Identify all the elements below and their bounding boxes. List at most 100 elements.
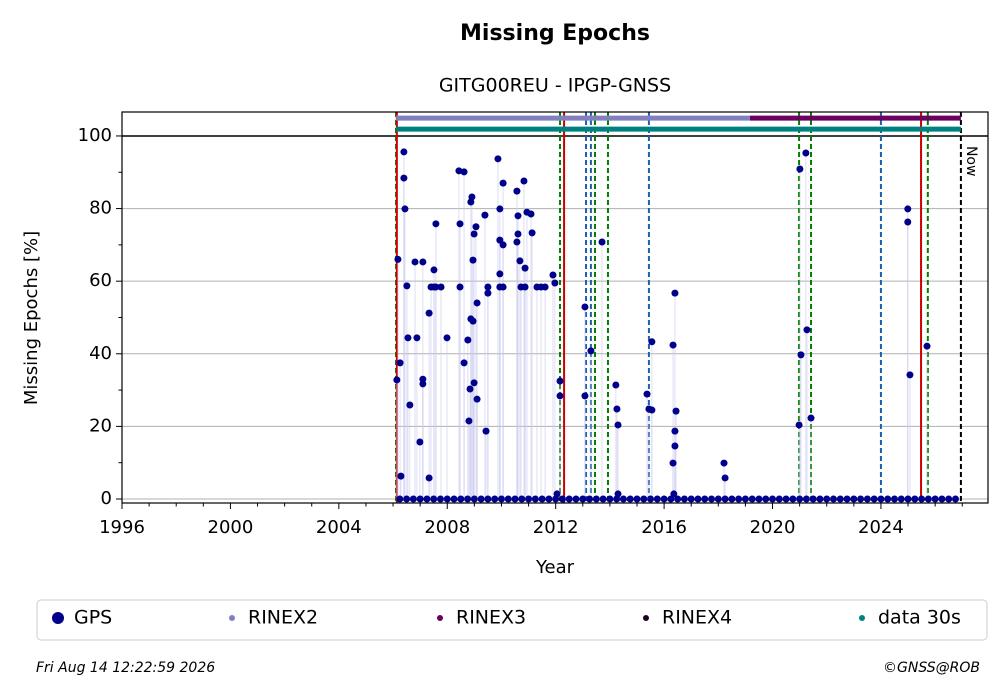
data-point bbox=[809, 495, 817, 503]
now-annotation: Now bbox=[963, 146, 979, 177]
data-point bbox=[437, 283, 445, 291]
legend-marker bbox=[859, 615, 865, 621]
data-point bbox=[401, 205, 409, 213]
data-point bbox=[513, 238, 521, 246]
x-tick-label: 2012 bbox=[533, 517, 579, 538]
data-point bbox=[400, 148, 408, 156]
data-point bbox=[409, 495, 417, 503]
data-point bbox=[430, 266, 438, 274]
legend-marker bbox=[52, 612, 64, 624]
data-point bbox=[816, 495, 824, 503]
data-point bbox=[643, 390, 651, 398]
data-point bbox=[470, 230, 478, 238]
data-point bbox=[511, 495, 519, 503]
data-point bbox=[598, 238, 606, 246]
data-point bbox=[669, 341, 677, 349]
data-point bbox=[416, 495, 424, 503]
data-point bbox=[464, 495, 472, 503]
data-point bbox=[579, 495, 587, 503]
data-point bbox=[521, 264, 529, 272]
plot-frame bbox=[121, 111, 989, 504]
data-point bbox=[481, 211, 489, 219]
y-tick-label: 100 bbox=[78, 125, 112, 146]
data-point bbox=[450, 495, 458, 503]
data-point bbox=[660, 495, 668, 503]
data-point bbox=[538, 495, 546, 503]
data-point bbox=[469, 317, 477, 325]
data-point bbox=[769, 495, 777, 503]
data-point bbox=[396, 359, 404, 367]
data-point bbox=[626, 495, 634, 503]
y-tick-label: 80 bbox=[89, 198, 112, 219]
data-point bbox=[775, 495, 783, 503]
x-tick-label: 2004 bbox=[316, 517, 362, 538]
data-point bbox=[400, 174, 408, 182]
data-point bbox=[931, 495, 939, 503]
data-point bbox=[521, 283, 529, 291]
data-point bbox=[670, 490, 678, 498]
data-point bbox=[549, 271, 557, 279]
data-point bbox=[647, 495, 655, 503]
data-point bbox=[484, 283, 492, 291]
data-point bbox=[406, 401, 414, 409]
data-point bbox=[473, 395, 481, 403]
data-point bbox=[518, 495, 526, 503]
data-point bbox=[403, 495, 411, 503]
data-point bbox=[721, 474, 729, 482]
legend-marker bbox=[437, 615, 443, 621]
data-point bbox=[565, 495, 573, 503]
data-point bbox=[482, 427, 490, 435]
x-tick-label: 2016 bbox=[641, 517, 687, 538]
x-tick-label: 2020 bbox=[750, 517, 796, 538]
data-point bbox=[748, 495, 756, 503]
data-point bbox=[494, 155, 502, 163]
data-point bbox=[499, 241, 507, 249]
data-point bbox=[514, 212, 522, 220]
footer-copyright: ©GNSS@ROB bbox=[883, 660, 980, 676]
data-point bbox=[782, 495, 790, 503]
data-point bbox=[473, 299, 481, 307]
data-point bbox=[701, 495, 709, 503]
data-point bbox=[918, 495, 926, 503]
data-point bbox=[581, 392, 589, 400]
data-point bbox=[612, 381, 620, 389]
data-point bbox=[708, 495, 716, 503]
data-point bbox=[653, 495, 661, 503]
data-point bbox=[472, 223, 480, 231]
data-point bbox=[823, 495, 831, 503]
data-point bbox=[586, 495, 594, 503]
y-tick-label: 40 bbox=[89, 343, 112, 364]
data-point bbox=[863, 495, 871, 503]
legend-label: GPS bbox=[74, 607, 112, 629]
data-point bbox=[671, 289, 679, 297]
data-point bbox=[403, 282, 411, 290]
data-point bbox=[923, 342, 931, 350]
data-point bbox=[672, 407, 680, 415]
data-point bbox=[541, 283, 549, 291]
data-point bbox=[850, 495, 858, 503]
data-point bbox=[496, 205, 504, 213]
data-point bbox=[520, 177, 528, 185]
data-point bbox=[484, 289, 492, 297]
legend-box bbox=[36, 599, 988, 641]
plot-area bbox=[122, 112, 988, 503]
data-point bbox=[945, 495, 953, 503]
chart-subtitle: GITG00REU - IPGP-GNSS bbox=[439, 75, 671, 97]
data-point bbox=[572, 495, 580, 503]
data-point bbox=[671, 442, 679, 450]
data-point bbox=[911, 495, 919, 503]
chart-title: Missing Epochs bbox=[460, 21, 650, 46]
data-point bbox=[924, 495, 932, 503]
data-point bbox=[457, 495, 465, 503]
data-point bbox=[497, 495, 505, 503]
data-point bbox=[545, 495, 553, 503]
data-point bbox=[796, 495, 804, 503]
data-point bbox=[425, 474, 433, 482]
data-point bbox=[432, 220, 440, 228]
data-point bbox=[425, 309, 433, 317]
data-point bbox=[667, 495, 675, 503]
data-point bbox=[884, 495, 892, 503]
data-point bbox=[802, 495, 810, 503]
data-point bbox=[803, 326, 811, 334]
data-point bbox=[648, 338, 656, 346]
